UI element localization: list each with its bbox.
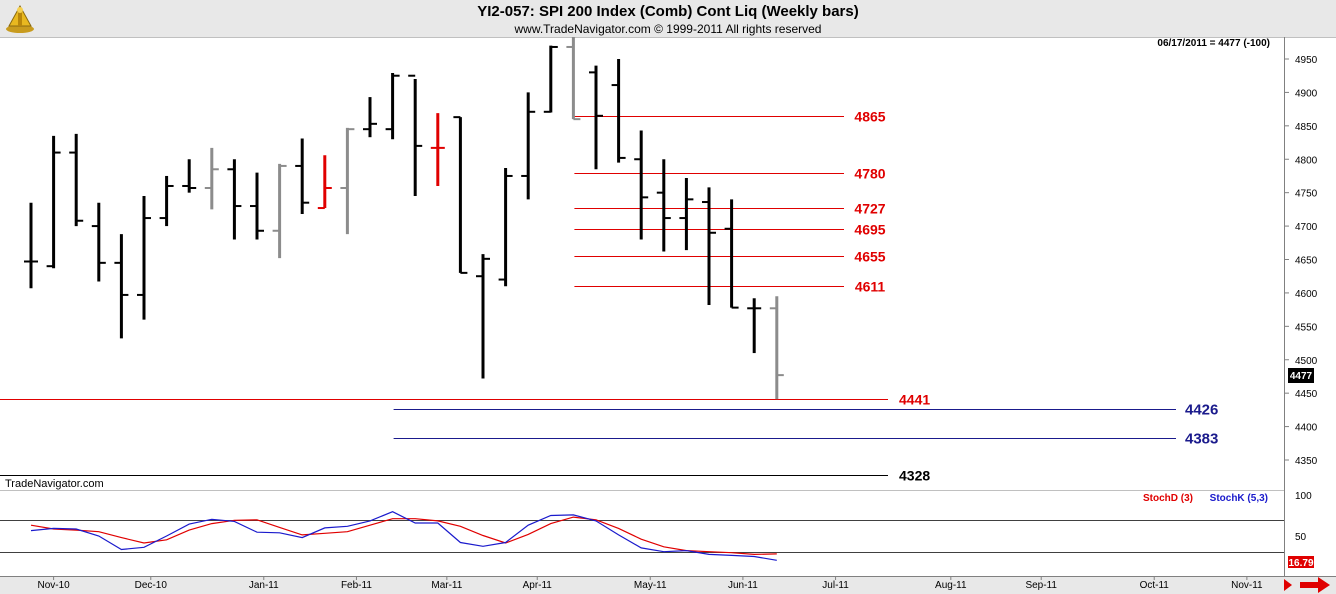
ohlc-bar — [295, 138, 310, 215]
ohlc-bar — [679, 177, 694, 251]
level-label: 4441 — [899, 392, 930, 408]
ohlc-bar — [137, 196, 151, 320]
ohlc-bar — [272, 163, 287, 259]
ohlc-bar — [702, 187, 716, 305]
arrow-left-icon[interactable] — [1284, 579, 1292, 591]
price-tick-label: 4900 — [1295, 88, 1318, 99]
stochastic-lines — [30, 511, 777, 561]
ohlc-bar — [91, 202, 106, 282]
level-label: 4865 — [854, 109, 885, 125]
ohlc-bar — [340, 127, 355, 235]
stoch-tick-label: 50 — [1295, 532, 1307, 543]
ohlc-bar — [589, 65, 603, 170]
ohlc-bar — [543, 45, 558, 113]
price-tick-label: 4800 — [1295, 155, 1318, 166]
legend-stoch-k: StochK (5,3) — [1210, 493, 1268, 504]
price-tick-label: 4850 — [1295, 122, 1318, 133]
copyright-notice: www.TradeNavigator.com © 1999-2011 All r… — [514, 22, 822, 36]
ohlc-bar — [182, 159, 197, 193]
ohlc-bar — [769, 296, 784, 400]
last-price-box — [1288, 368, 1314, 383]
level-label: 4328 — [899, 468, 930, 484]
price-tick-label: 4650 — [1295, 256, 1318, 267]
ohlc-bar — [611, 59, 626, 163]
stoch-k-line — [30, 511, 777, 561]
date-tick-label: Dec-10 — [135, 580, 168, 591]
ohlc-bar — [204, 147, 219, 210]
date-tick-label: Jul-11 — [822, 580, 849, 591]
watermark: TradeNavigator.com — [5, 478, 104, 490]
date-tick-label: Jun-11 — [728, 580, 758, 591]
ohlc-bar — [250, 172, 264, 240]
ohlc-bar — [408, 74, 423, 197]
ohlc-bar — [521, 92, 536, 200]
legend-stoch-d: StochD (3) — [1143, 493, 1193, 504]
level-label: 4695 — [854, 222, 885, 238]
level-label: 4655 — [854, 249, 885, 265]
chart-title: YI2-057: SPI 200 Index (Comb) Cont Liq (… — [477, 3, 859, 20]
level-label: 4611 — [855, 279, 886, 295]
price-axis: 4350 4400 4450 4500 4550 4600 4650 4700 4750 4800… — [1284, 55, 1318, 467]
price-tick-label: 4350 — [1295, 456, 1318, 467]
price-tick-label: 4400 — [1295, 423, 1318, 434]
stoch-tick-label: 100 — [1295, 491, 1312, 502]
ohlc-bar — [317, 155, 332, 210]
ohlc-bar — [69, 133, 84, 227]
stoch-axis: 50 100 — [0, 491, 1312, 553]
date-tick-label: Mar-11 — [431, 580, 462, 591]
ohlc-bar — [159, 175, 174, 227]
date-tick-label: Nov-10 — [37, 580, 70, 591]
date-tick-label: Jan-11 — [249, 580, 279, 591]
date-tick-label: Apr-11 — [523, 580, 553, 591]
ohlc-bar — [724, 199, 739, 309]
support-resistance-levels: 4865 4780 4727 4695 4655 4611 4441 4426 4383 4328 — [0, 109, 1218, 484]
price-tick-label: 4750 — [1295, 189, 1318, 200]
ohlc-bar — [24, 202, 38, 289]
ohlc-bar — [385, 73, 400, 140]
date-tick-label: Aug-11 — [935, 580, 967, 591]
ohlc-bar — [476, 254, 490, 379]
price-tick-label: 4450 — [1295, 389, 1318, 400]
date-axis-background — [0, 576, 1336, 594]
stoch-last-value-label: 16.79 — [1288, 558, 1313, 569]
ohlc-bar — [363, 97, 377, 138]
date-tick-label: Sep-11 — [1025, 580, 1057, 591]
ohlc-bar — [453, 116, 468, 274]
price-tick-label: 4700 — [1295, 222, 1318, 233]
level-label: 4727 — [854, 201, 885, 217]
date-tick-label: Nov-11 — [1231, 580, 1263, 591]
price-tick-label: 4600 — [1295, 289, 1318, 300]
arrow-right-icon[interactable] — [1300, 577, 1330, 593]
chart-header: YI2-057: SPI 200 Index (Comb) Cont Liq (… — [0, 0, 1336, 37]
stoch-d-line — [30, 516, 777, 556]
ohlc-bar — [114, 234, 129, 339]
date-axis: Nov-10 Dec-10 Jan-11 Feb-11 Mar-11 Apr-11 May-… — [37, 576, 1263, 591]
ohlc-bars — [24, 36, 784, 400]
level-label: 4426 — [1185, 402, 1218, 419]
level-label: 4780 — [854, 166, 885, 182]
last-price-label: 4477 — [1290, 371, 1313, 382]
date-tick-label: May-11 — [634, 580, 667, 591]
ohlc-bar — [46, 135, 61, 269]
ohlc-bar — [498, 167, 513, 287]
level-label: 4383 — [1185, 431, 1218, 448]
ohlc-bar — [227, 159, 242, 240]
ohlc-bar — [430, 113, 445, 186]
date-tick-label: Feb-11 — [341, 580, 372, 591]
trade-navigator-logo-icon — [6, 4, 34, 33]
status-readout: 06/17/2011 = 4477 (-100) — [1157, 38, 1270, 49]
price-tick-label: 4950 — [1295, 55, 1318, 66]
ohlc-bar — [656, 159, 671, 252]
ohlc-bar — [634, 130, 649, 240]
price-tick-label: 4550 — [1295, 322, 1318, 333]
stoch-last-value-box — [1288, 556, 1314, 568]
price-tick-label: 4500 — [1295, 356, 1318, 367]
ohlc-bar — [747, 298, 762, 354]
date-tick-label: Oct-11 — [1140, 580, 1170, 591]
ohlc-bar — [566, 36, 581, 121]
